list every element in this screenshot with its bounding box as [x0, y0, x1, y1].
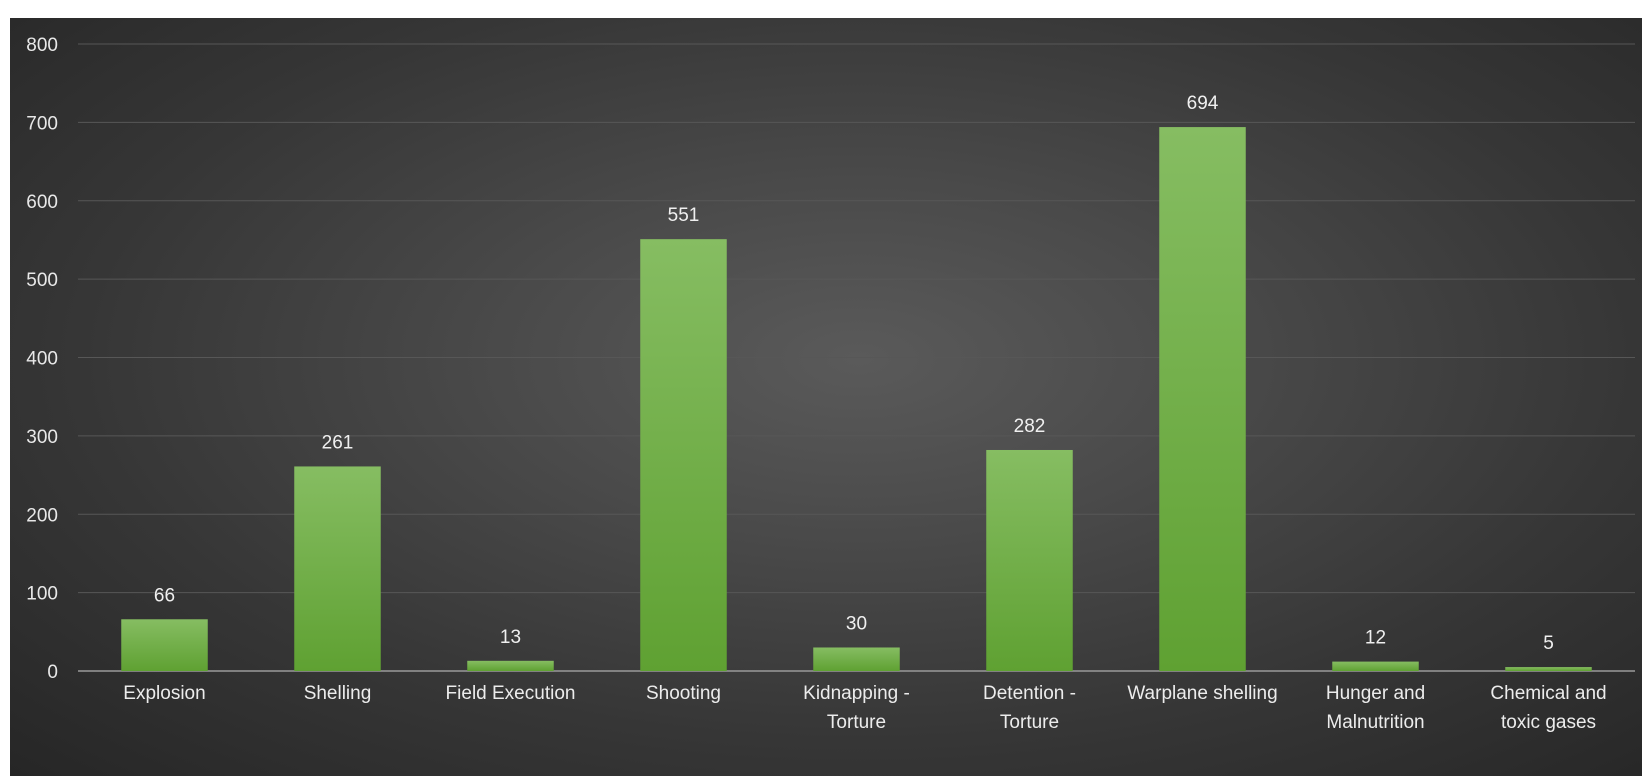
category-label-line: Torture	[1000, 712, 1059, 733]
category-label: Warplane shelling	[1127, 683, 1277, 704]
bar	[121, 619, 208, 671]
data-label: 66	[154, 585, 175, 606]
category-label: Shelling	[304, 683, 372, 704]
x-axis-category-labels: Explosion Shelling Field Execution Shooting…	[123, 683, 1606, 733]
y-tick-label: 0	[47, 662, 58, 683]
category-label-line: Shelling	[304, 683, 372, 704]
category-label-line: Shooting	[646, 683, 721, 704]
bars	[121, 127, 1592, 671]
y-tick-label: 800	[26, 35, 58, 56]
category-label: Explosion	[123, 683, 205, 704]
y-axis-tick-labels: 0 100 200 300 400 500 600 700 800	[26, 35, 58, 683]
data-label: 5	[1543, 633, 1554, 654]
chart-panel: 0 100 200 300 400 500 600 700 800 66 261 13 551 30 28…	[10, 18, 1642, 776]
y-tick-label: 300	[26, 427, 58, 448]
bar	[1505, 667, 1592, 671]
category-label-line: Chemical and	[1490, 683, 1606, 704]
data-labels: 66 261 13 551 30 282 694 12 5	[154, 93, 1554, 654]
data-label: 551	[668, 205, 700, 226]
category-label-line: toxic gases	[1501, 712, 1596, 733]
category-label-line: Field Execution	[446, 683, 576, 704]
bar	[294, 466, 381, 671]
category-label: Shooting	[646, 683, 721, 704]
category-label: Hunger and Malnutrition	[1326, 683, 1425, 733]
bar	[640, 239, 727, 671]
y-tick-label: 600	[26, 192, 58, 213]
data-label: 30	[846, 613, 867, 634]
category-label: Field Execution	[446, 683, 576, 704]
y-tick-label: 700	[26, 113, 58, 134]
y-tick-label: 200	[26, 505, 58, 526]
bar	[467, 660, 554, 671]
category-label: Kidnapping - Torture	[803, 683, 910, 733]
data-label: 261	[322, 432, 354, 453]
bar-chart: 0 100 200 300 400 500 600 700 800 66 261 13 551 30 28…	[26, 35, 1635, 733]
y-tick-label: 500	[26, 270, 58, 291]
data-label: 694	[1187, 93, 1219, 114]
category-label-line: Kidnapping -	[803, 683, 910, 704]
category-label-line: Explosion	[123, 683, 205, 704]
category-label-line: Hunger and	[1326, 683, 1425, 704]
category-label-line: Detention -	[983, 683, 1076, 704]
bar	[813, 647, 900, 671]
category-label: Chemical and toxic gases	[1490, 683, 1606, 733]
category-label: Detention - Torture	[983, 683, 1076, 733]
category-label-line: Torture	[827, 712, 886, 733]
data-label: 282	[1014, 416, 1046, 437]
data-label: 13	[500, 627, 521, 648]
bar	[1332, 661, 1419, 671]
y-tick-label: 400	[26, 349, 58, 370]
bar	[986, 449, 1073, 671]
category-label-line: Warplane shelling	[1127, 683, 1277, 704]
category-label-line: Malnutrition	[1326, 712, 1424, 733]
bar	[1159, 127, 1246, 671]
y-tick-label: 100	[26, 584, 58, 605]
data-label: 12	[1365, 628, 1386, 649]
